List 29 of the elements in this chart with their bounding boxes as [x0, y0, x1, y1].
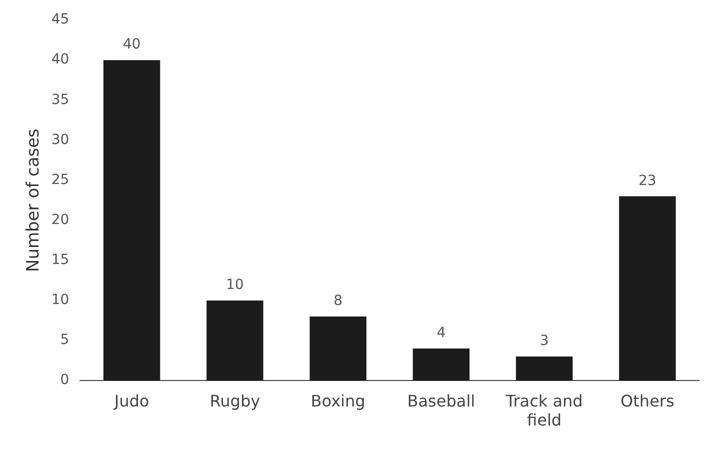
- x-tick-label: Rugby: [210, 391, 260, 410]
- bar: [206, 300, 264, 381]
- data-label: 23: [638, 172, 656, 189]
- data-label: 8: [334, 293, 343, 310]
- y-tick-label: 40: [51, 52, 70, 68]
- bar: [103, 60, 160, 381]
- x-tick-label: Others: [620, 391, 674, 410]
- y-tick-label: 0: [60, 372, 70, 388]
- y-tick-label: 15: [51, 252, 70, 268]
- y-tick-label: 20: [51, 212, 70, 228]
- data-label: 3: [540, 333, 549, 350]
- y-axis-title: Number of cases: [24, 128, 44, 272]
- y-tick-label: 5: [60, 332, 70, 348]
- data-label: 4: [436, 325, 446, 342]
- data-label: 10: [226, 277, 244, 294]
- x-tick-label: Judo: [113, 391, 150, 410]
- data-label: 40: [122, 36, 141, 53]
- y-tick-label: 45: [51, 12, 70, 28]
- x-tick-label: Boxing: [310, 391, 366, 410]
- y-tick-label: 10: [51, 292, 70, 308]
- y-tick-label: 35: [51, 92, 70, 108]
- bar: [619, 196, 676, 381]
- y-tick-label: 30: [51, 132, 70, 148]
- bar: [412, 348, 470, 381]
- y-tick-label: 25: [51, 172, 70, 188]
- x-tick-label: Baseball: [407, 391, 476, 410]
- bar: [516, 356, 573, 381]
- x-tick-label: Track and field: [504, 391, 583, 430]
- bar: [310, 316, 366, 381]
